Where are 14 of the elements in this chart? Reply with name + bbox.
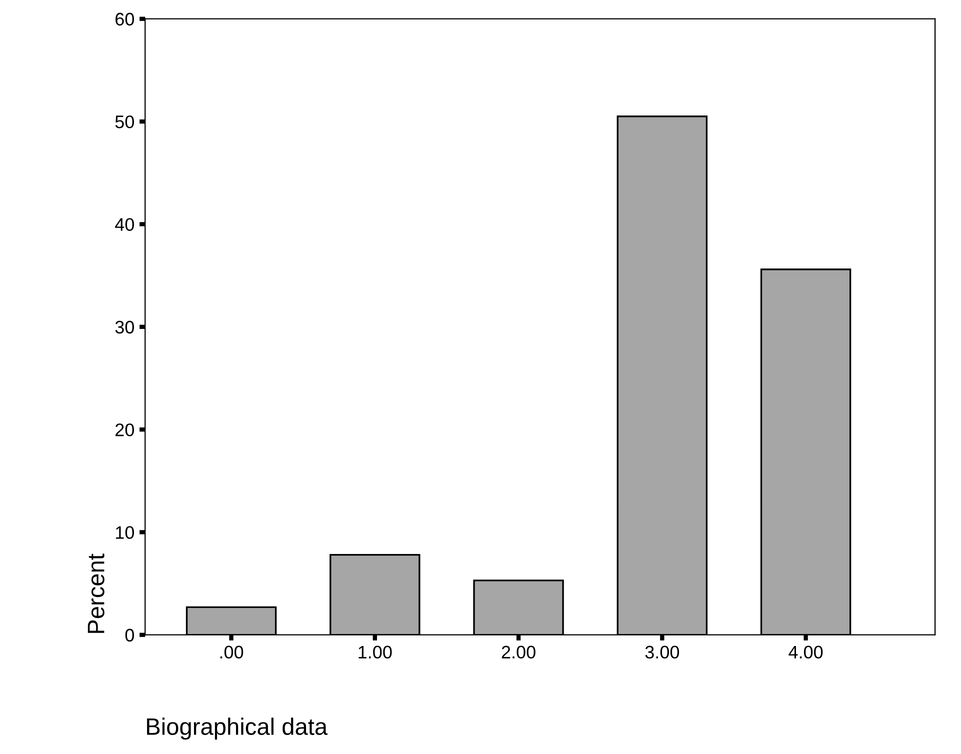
y-tick-label: 30 (115, 320, 134, 334)
x-tick-label: 1.00 (358, 646, 392, 659)
x-tick-label: .00 (220, 646, 244, 659)
y-axis-title: Percent (88, 554, 104, 633)
y-tick-label: 0 (125, 628, 134, 642)
y-tick-label: 10 (116, 526, 134, 539)
x-tick-label: 2.00 (502, 646, 536, 659)
x-axis-title: Biographical data (147, 718, 328, 740)
x-tick-label: 4.00 (788, 646, 823, 659)
y-tick-label: 20 (116, 423, 134, 436)
y-tick-label: 60 (116, 12, 134, 26)
y-tick-label: 40 (115, 218, 134, 231)
x-tick-label: 3.00 (645, 646, 680, 659)
y-tick-label: 50 (115, 115, 134, 128)
